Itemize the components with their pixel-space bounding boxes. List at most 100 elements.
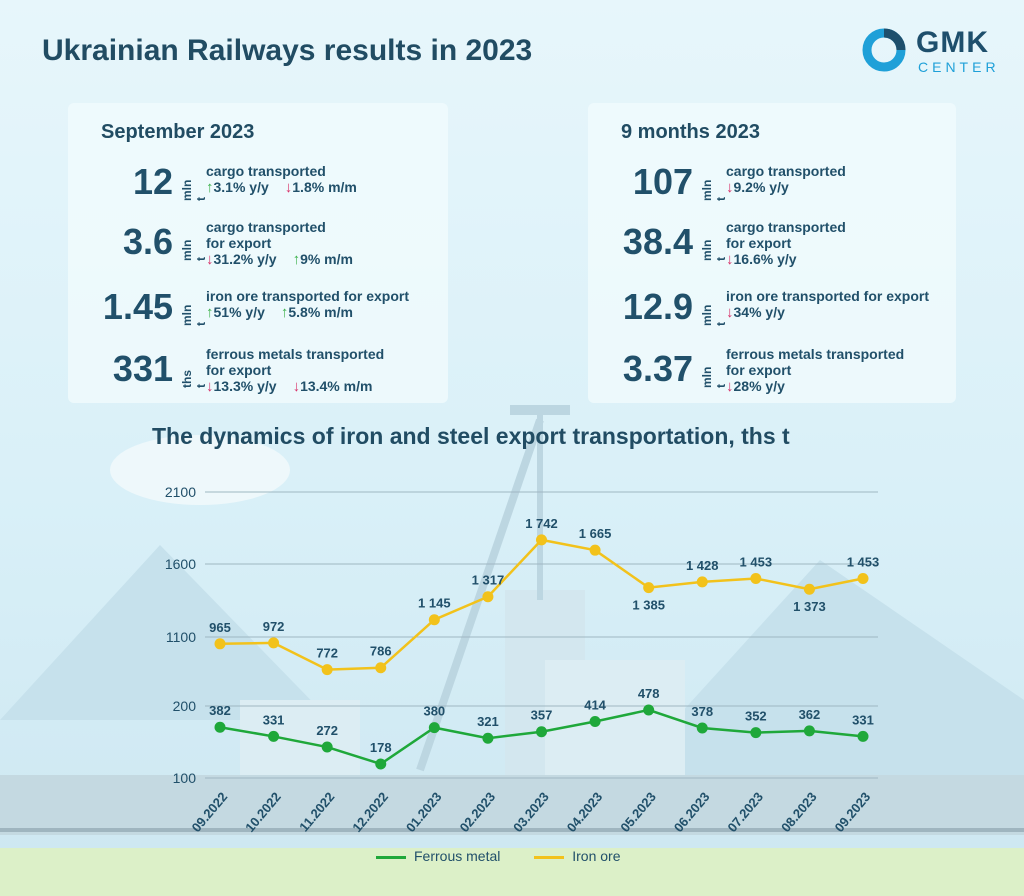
stat-desc-line2: for export	[206, 235, 272, 251]
data-point	[321, 664, 333, 676]
stat-desc-line1: iron ore transported for export	[206, 288, 410, 304]
stat-changes: ↓9.2% y/y	[726, 179, 789, 196]
x-tick-label: 05.2023	[617, 789, 659, 835]
cloud	[110, 435, 290, 505]
data-point	[268, 637, 280, 649]
arrow-up-icon: ↑	[280, 304, 289, 321]
change-yoy: 16.6% y/y	[733, 251, 797, 267]
stat-changes: ↓28% y/y	[726, 378, 785, 395]
stat-desc-line1: iron ore transported for export	[726, 288, 930, 304]
stat-description: cargo transported for export	[726, 219, 966, 251]
railcars	[0, 775, 1024, 835]
stat-desc-line2: for export	[726, 235, 792, 251]
data-label: 357	[531, 708, 553, 723]
stat-value: 3.37	[622, 348, 693, 389]
data-label: 382	[209, 703, 231, 718]
data-point	[696, 576, 708, 588]
data-label: 772	[316, 646, 338, 661]
x-tick-label: 09.2022	[189, 789, 231, 835]
x-tick-label: 07.2023	[724, 789, 766, 835]
stat-unit: mln t	[700, 239, 728, 261]
data-point	[857, 730, 869, 742]
data-point	[857, 573, 869, 585]
data-label: 1 385	[632, 598, 665, 613]
data-point	[321, 741, 333, 753]
data-point	[214, 721, 226, 733]
x-tick-label: 10.2022	[242, 789, 284, 835]
logo-sub: CENTER	[918, 59, 1000, 75]
data-point	[589, 544, 601, 556]
stat-description: iron ore transported for export	[726, 288, 966, 304]
data-point	[536, 534, 547, 546]
data-point	[696, 722, 708, 734]
stat-changes: ↓16.6% y/y	[726, 251, 797, 268]
stat-description: cargo transported	[726, 163, 966, 179]
legend: Ferrous metal Iron ore	[376, 848, 621, 864]
legend-swatch-ferrous	[376, 855, 406, 859]
mountain-right	[620, 560, 1024, 780]
change-yoy: 34% y/y	[733, 304, 785, 320]
change-yoy: 3.1% y/y	[213, 179, 269, 195]
change-yoy: 9.2% y/y	[733, 179, 789, 195]
arrow-down-icon: ↓	[726, 304, 734, 321]
stat-value: 38.4	[622, 221, 693, 262]
x-tick-label: 08.2023	[778, 789, 820, 835]
data-label: 321	[477, 714, 499, 729]
stat-changes: ↑3.1% y/y ↓1.8% m/m	[206, 179, 357, 196]
data-point	[482, 591, 494, 603]
arrow-up-icon: ↑	[206, 304, 214, 321]
change-yoy: 28% y/y	[733, 378, 785, 394]
stat-desc-line1: ferrous metals transported	[726, 346, 905, 362]
y-tick-label: 1100	[166, 629, 196, 645]
stat-value: 331	[112, 348, 173, 389]
stat-value: 12	[132, 161, 173, 202]
change-yoy: 31.2% y/y	[213, 251, 277, 267]
data-point	[482, 732, 494, 744]
data-label: 414	[584, 697, 606, 712]
data-label: 178	[370, 740, 392, 755]
stat-description: ferrous metals transported for export	[726, 346, 966, 378]
stat-unit: mln t	[180, 239, 208, 261]
data-label: 965	[209, 620, 231, 635]
stat-unit: mln t	[700, 366, 728, 388]
data-label: 1 145	[418, 596, 451, 611]
stat-unit: mln t	[180, 179, 208, 201]
x-tick-label: 04.2023	[564, 789, 606, 835]
data-label: 1 665	[579, 526, 612, 541]
arrow-down-icon: ↓	[206, 251, 214, 268]
nine-months-heading: 9 months 2023	[621, 121, 760, 143]
ground	[0, 848, 1024, 896]
building	[545, 660, 685, 790]
x-tick-label: 11.2022	[296, 789, 337, 834]
y-tick-label: 1600	[165, 556, 196, 572]
stat-unit: ths t	[180, 370, 208, 388]
data-label: 1 453	[847, 555, 880, 570]
change-mom: 13.4% m/m	[300, 378, 373, 394]
stat-description: iron ore transported for export	[206, 288, 446, 304]
logo-mark-icon	[862, 28, 906, 72]
data-label: 1 428	[686, 558, 719, 573]
legend-label-ferrous: Ferrous metal	[414, 848, 501, 864]
data-point	[428, 722, 440, 734]
data-label: 272	[316, 723, 338, 738]
stat-desc-line1: cargo transported	[206, 219, 326, 235]
logo-name: GMK	[916, 26, 989, 59]
data-label: 352	[745, 709, 767, 724]
arrow-down-icon: ↓	[206, 378, 214, 395]
september-panel: September 2023 12 mln t cargo transported ↑…	[68, 103, 448, 403]
stat-unit: mln t	[700, 304, 728, 326]
stat-desc-line2: for export	[726, 362, 792, 378]
legend-swatch-iron-ore	[534, 855, 565, 859]
change-mom: 9% m/m	[300, 251, 353, 267]
change-mom: 1.8% m/m	[292, 179, 357, 195]
data-point	[536, 726, 547, 738]
legend-label-iron-ore: Iron ore	[572, 848, 621, 864]
stat-desc-line2: for export	[206, 362, 272, 378]
x-tick-label: 02.2023	[457, 789, 499, 835]
arrow-down-icon: ↓	[726, 179, 734, 196]
stat-value: 12.9	[622, 286, 693, 327]
stat-value: 107	[632, 161, 693, 202]
data-point	[375, 662, 387, 674]
